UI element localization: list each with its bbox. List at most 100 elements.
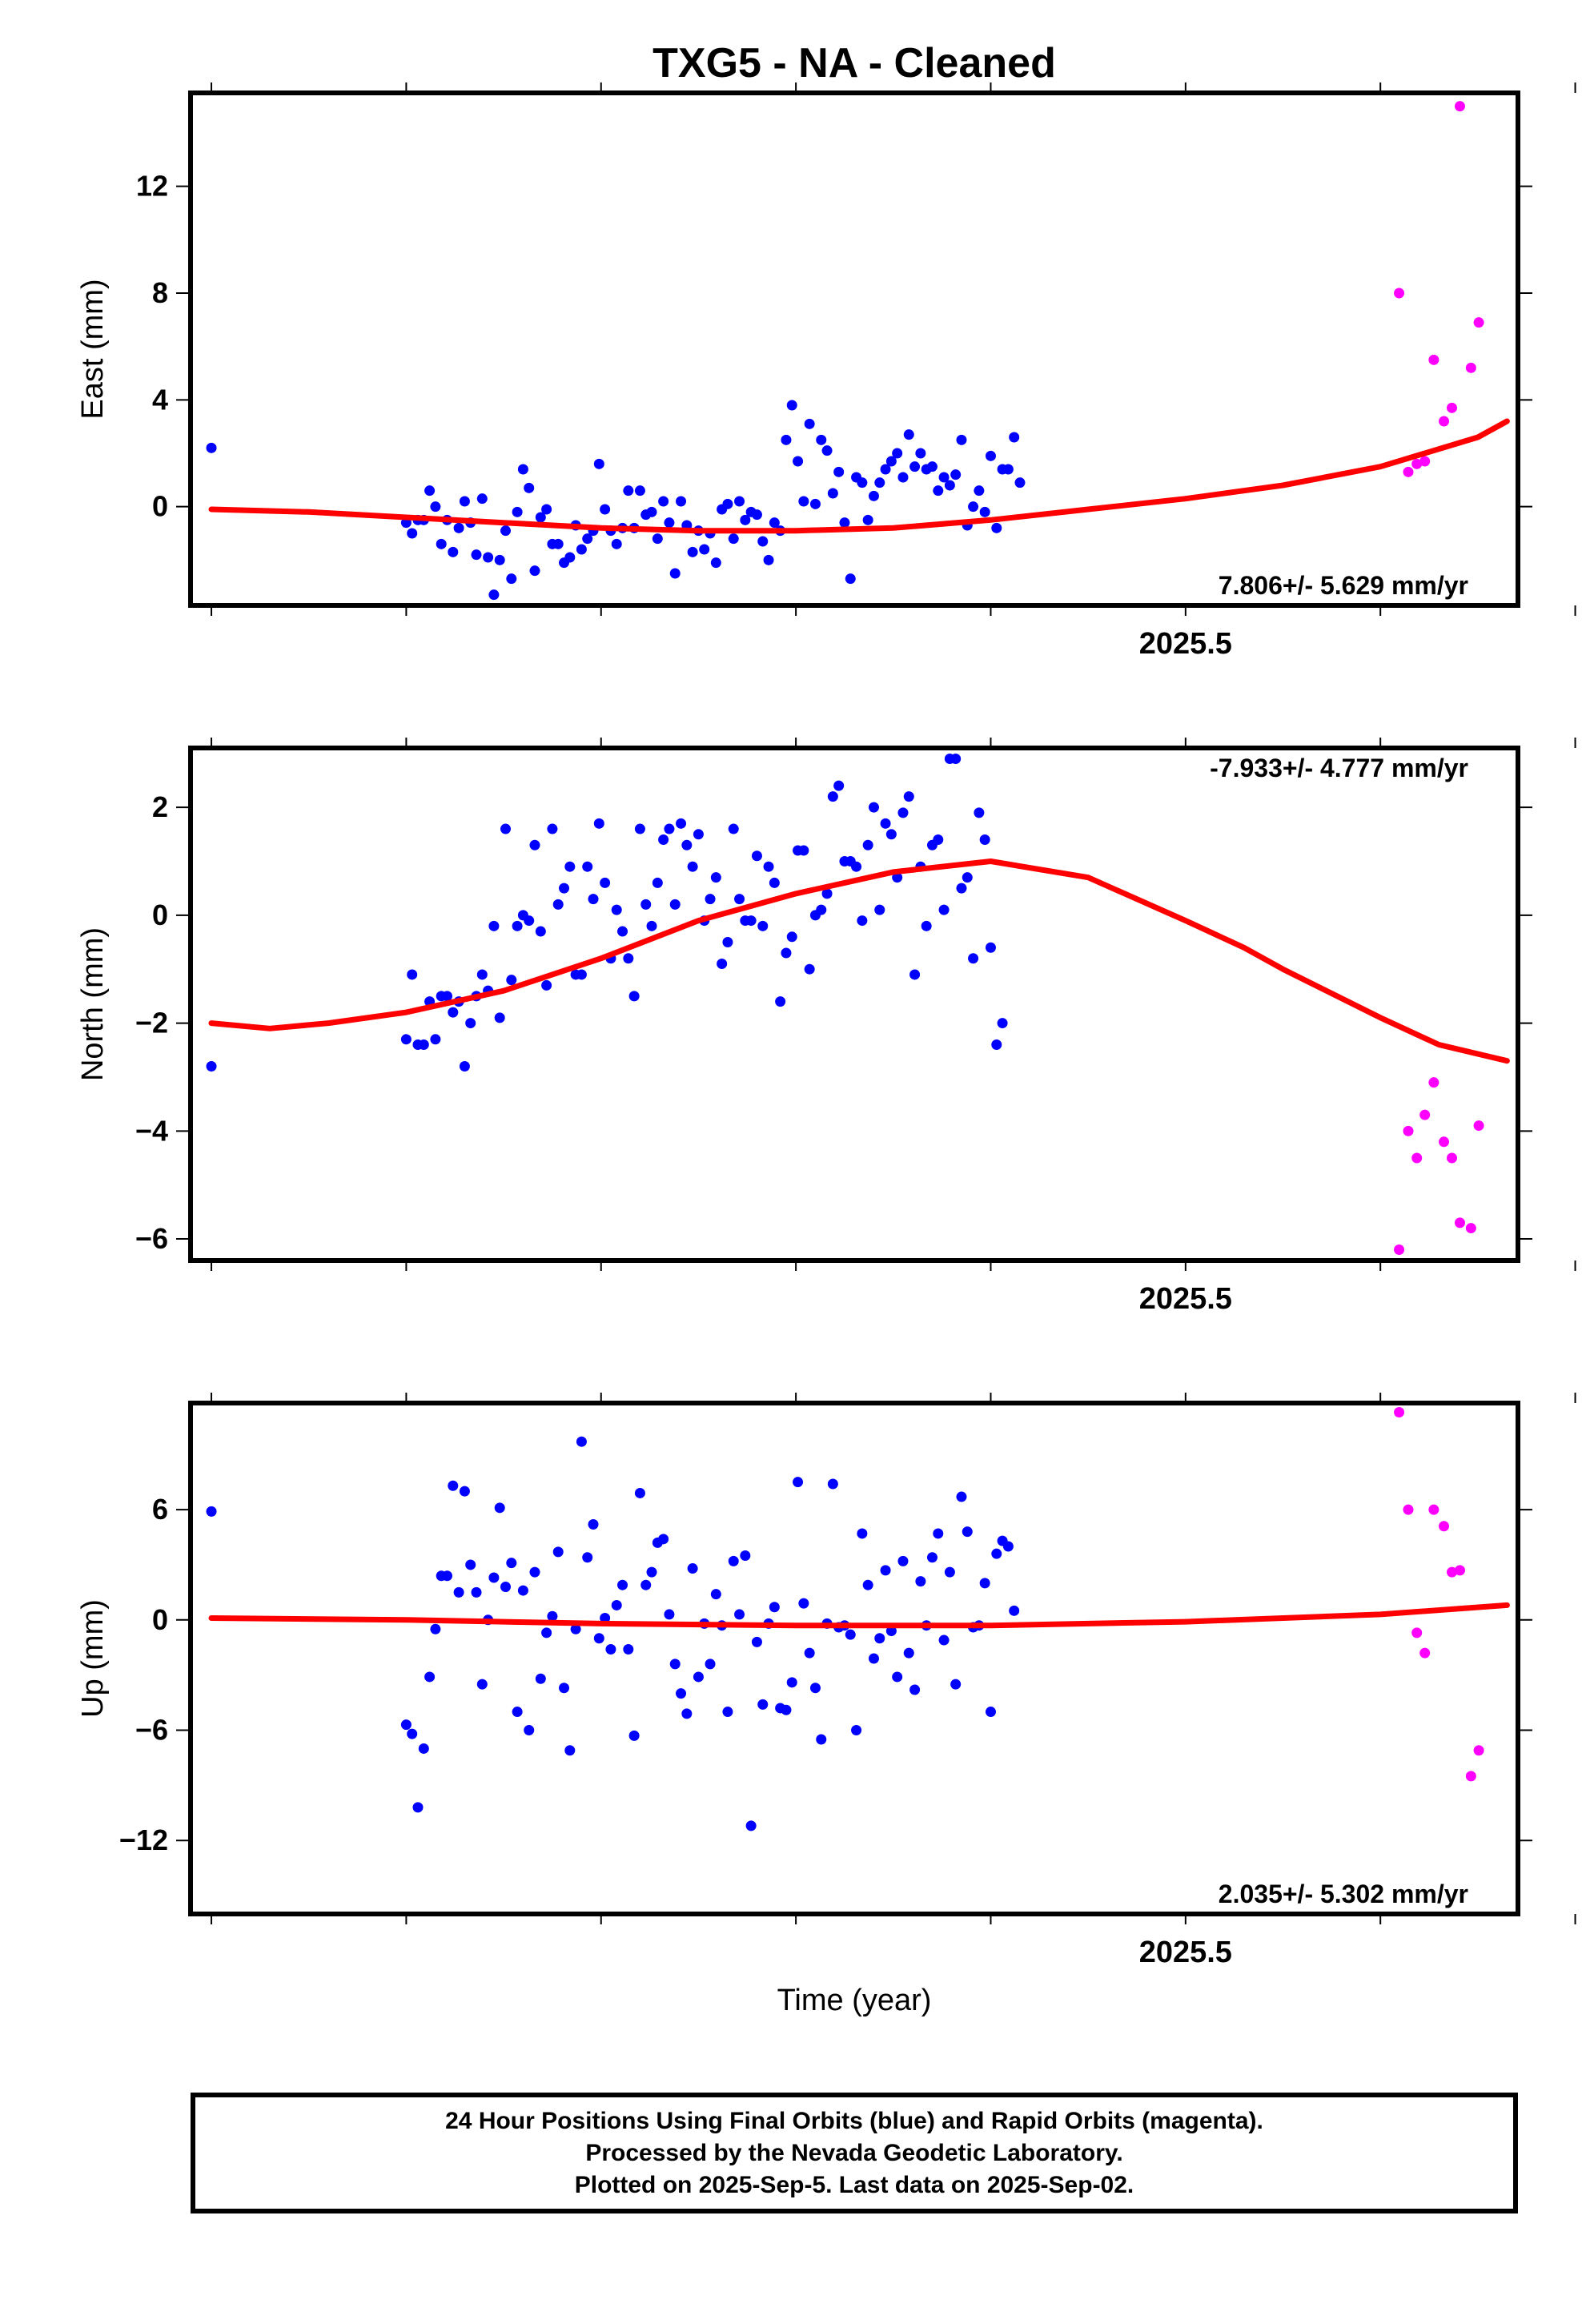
final-orbit-point [494,1012,505,1023]
final-orbit-point [1295,0,1306,6]
final-orbit-point [611,904,622,915]
final-orbit-point [798,1598,809,1609]
final-orbit-point [1453,0,1464,6]
final-orbit-point [956,883,967,894]
final-orbit-point [857,1528,868,1539]
final-orbit-point [857,477,868,489]
final-orbit-point [1272,0,1283,6]
final-orbit-point [1354,0,1364,6]
final-orbit-point [1085,0,1095,6]
final-orbit-point [1383,0,1393,6]
final-orbit-point [821,888,833,899]
model-fit-line [208,1602,1510,1629]
rapid-orbit-point [1454,1217,1465,1228]
y-tick-label: 0 [152,1603,168,1636]
final-orbit-point [1243,0,1253,6]
final-orbit-point [512,920,523,931]
axis-ticks [176,82,1576,616]
final-orbit-point [623,953,634,964]
velocity-label: 7.806+/- 5.629 mm/yr [1219,571,1468,600]
final-orbit-point [582,861,593,872]
final-orbit-point [1067,0,1078,6]
final-orbit-point [564,861,576,872]
final-orbit-point [1354,0,1364,6]
y-tick-label: −4 [135,1114,168,1147]
final-orbit-point [1441,0,1452,6]
final-orbit-point [1184,0,1195,6]
final-orbit-point [206,1060,217,1072]
final-orbit-point [465,1559,476,1570]
y-tick-label: −2 [135,1007,168,1039]
final-orbit-point [1067,0,1078,6]
final-orbit-point [897,472,909,483]
y-tick-label: 12 [136,170,168,203]
final-orbit-point [1359,0,1370,6]
final-orbit-point [1336,0,1347,6]
rapid-orbit-point [1394,1406,1405,1417]
final-orbit-point [763,861,774,872]
final-orbit-point [745,915,757,927]
final-orbit-point [699,544,710,555]
final-orbit-point [1366,0,1376,6]
final-orbit-point [786,931,797,943]
final-orbit-point [1056,0,1066,6]
final-orbit-point [950,469,962,480]
final-orbit-point [1032,0,1042,6]
final-orbit-point [407,528,418,539]
final-orbit-point [740,514,751,525]
final-orbit-point [816,904,827,915]
final-orbit-point [1249,0,1259,6]
final-orbit-point [1178,0,1189,6]
final-orbit-point [1126,0,1136,6]
final-orbit-point [1131,0,1142,6]
final-orbit-point [1453,0,1464,6]
final-orbit-point [524,1725,535,1736]
final-orbit-point [921,920,932,931]
final-orbit-point [1266,0,1276,6]
rapid-orbit-point [1419,1647,1431,1659]
final-orbit-point [1207,0,1218,6]
final-orbit-point [827,488,838,499]
final-orbit-point [745,1820,757,1831]
final-orbit-point [1290,0,1300,6]
final-orbit-point [763,554,774,565]
panel-frame [188,746,1520,1263]
final-orbit-point [1196,0,1207,6]
final-orbit-point [1161,0,1171,6]
final-orbit-point [705,1659,716,1670]
final-orbit-point [1331,0,1341,6]
rapid-orbit-point [1428,1077,1439,1088]
final-orbit-point [1359,0,1370,6]
final-orbit-point [1359,0,1370,6]
final-orbit-point [1085,0,1095,6]
final-orbit-point [722,937,733,948]
final-orbit-point [681,839,693,850]
final-orbit-point [476,493,488,505]
final-orbit-point [541,1627,552,1638]
plot-area [206,0,1510,601]
final-orbit-point [1114,0,1125,6]
final-orbit-point [991,1039,1002,1051]
final-orbit-point [775,996,786,1007]
final-orbit-point [786,400,797,411]
final-orbit-point [488,1572,500,1583]
final-orbit-point [564,552,576,563]
rapid-orbit-point [1465,1771,1476,1782]
final-orbit-point [979,1578,990,1589]
final-orbit-point [874,904,885,915]
final-orbit-point [1255,0,1265,6]
final-orbit-point [979,506,990,517]
panel-3: −12 −6 0 6 2025.5 Up (mm) Time (year) 2.035+/- … [76,0,1576,2017]
final-orbit-point [845,573,856,585]
final-orbit-point [1009,0,1019,6]
y-tick-label: −6 [135,1222,168,1255]
final-orbit-point [535,926,546,937]
final-orbit-point [710,1589,721,1600]
final-orbit-point [1237,0,1247,6]
final-orbit-point [465,1018,476,1029]
rapid-orbit-point [1465,362,1476,373]
final-orbit-point [1412,0,1423,6]
final-orbit-point [851,1725,862,1736]
final-orbit-point [1038,0,1049,6]
final-orbit-point [1178,0,1189,6]
